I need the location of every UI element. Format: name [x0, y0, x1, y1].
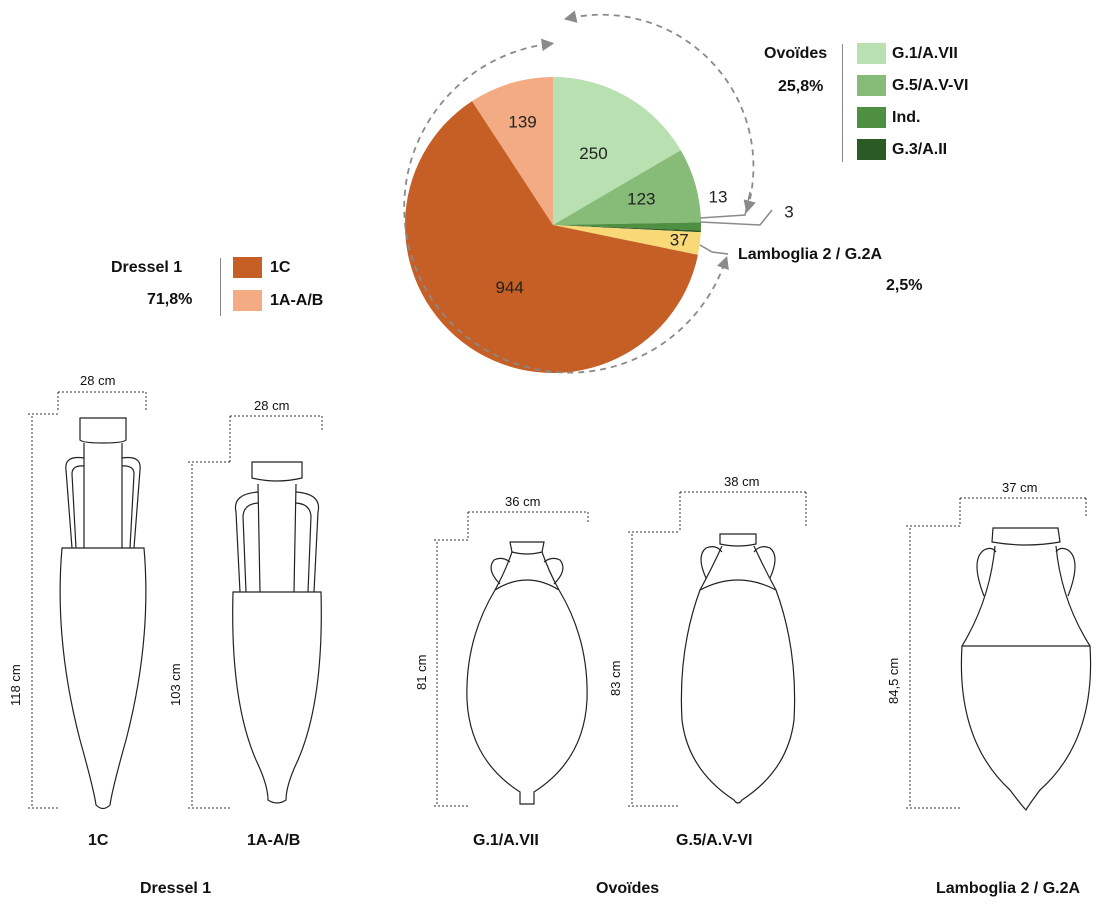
pie-value-label-2: 13 — [709, 187, 728, 206]
legend-swatch-g3 — [857, 139, 886, 160]
legend-lamboglia-percent: 2,5% — [886, 277, 923, 294]
legend-label-g3: G.3/A.II — [892, 141, 948, 158]
pie-value-label-5: 944 — [496, 278, 524, 297]
pie-value-label-1: 123 — [627, 190, 655, 209]
group-arc-arrows — [403, 10, 773, 374]
width-label-g1: 36 cm — [505, 494, 541, 509]
type-label-1a: 1A-A/B — [247, 832, 301, 849]
group-label-ovoides: Ovoïdes — [596, 880, 660, 897]
legend-ovoides-divider — [842, 44, 843, 162]
legend-label-g1: G.1/A.VII — [892, 45, 958, 62]
dimension-lines — [28, 391, 1087, 809]
amphora-lamboglia — [960, 527, 1092, 812]
pie-slice-6 — [472, 77, 553, 225]
legend-dressel-percent: 71,8% — [147, 291, 193, 308]
legend-label-1a: 1A-A/B — [270, 292, 324, 309]
pie-slices — [404, 77, 701, 374]
pie-value-label-4: 37 — [670, 230, 689, 249]
legend-swatch-g1 — [857, 43, 886, 64]
pie-value-label-3: 3 — [784, 202, 793, 221]
width-label-1c: 28 cm — [80, 373, 116, 388]
height-label-1c: 118 cm — [8, 664, 23, 706]
legend-label-g5: G.5/A.V-VI — [892, 77, 969, 94]
legend-dressel-divider — [220, 258, 221, 316]
type-label-g1: G.1/A.VII — [473, 832, 539, 849]
legend-ovoides-percent: 25,8% — [778, 78, 824, 95]
pie-value-label-0: 250 — [579, 144, 607, 163]
amphora-g5 — [680, 533, 796, 804]
amphora-g1 — [466, 541, 588, 805]
width-label-g5: 38 cm — [724, 474, 760, 489]
legend-swatch-1a — [233, 290, 262, 311]
group-label-dressel: Dressel 1 — [140, 880, 212, 897]
legend-swatch-g5 — [857, 75, 886, 96]
leader-g3 — [699, 209, 773, 226]
legend-label-ind: Ind. — [892, 109, 921, 126]
pie-value-label-6: 139 — [508, 112, 536, 131]
amphora-1a — [232, 461, 322, 804]
leader-ind — [699, 191, 751, 219]
height-label-1a: 103 cm — [168, 663, 183, 706]
width-label-1a: 28 cm — [254, 398, 290, 413]
legend-lamboglia-title: Lamboglia 2 / G.2A — [738, 246, 883, 263]
legend-label-1c: 1C — [270, 259, 291, 276]
height-label-lamboglia: 84,5 cm — [886, 657, 901, 704]
leader-lamboglia — [699, 244, 729, 255]
group-label-lamboglia: Lamboglia 2 / G.2A — [936, 880, 1081, 897]
legend-swatch-1c — [233, 257, 262, 278]
type-label-g5: G.5/A.V-VI — [676, 832, 753, 849]
height-label-g1: 81 cm — [414, 654, 429, 690]
height-label-g5: 83 cm — [608, 660, 623, 696]
legend-dressel-title: Dressel 1 — [111, 259, 183, 276]
width-label-lamboglia: 37 cm — [1002, 480, 1038, 495]
amphora-outlines — [59, 417, 1092, 812]
legend-swatch-ind — [857, 107, 886, 128]
amphora-1c — [59, 417, 147, 810]
legend-ovoides-title: Ovoïdes — [764, 45, 828, 62]
type-label-1c: 1C — [88, 832, 109, 849]
